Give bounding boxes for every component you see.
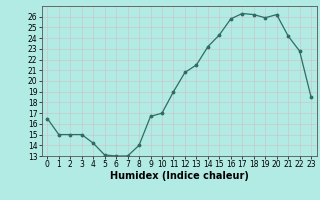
X-axis label: Humidex (Indice chaleur): Humidex (Indice chaleur)	[110, 171, 249, 181]
